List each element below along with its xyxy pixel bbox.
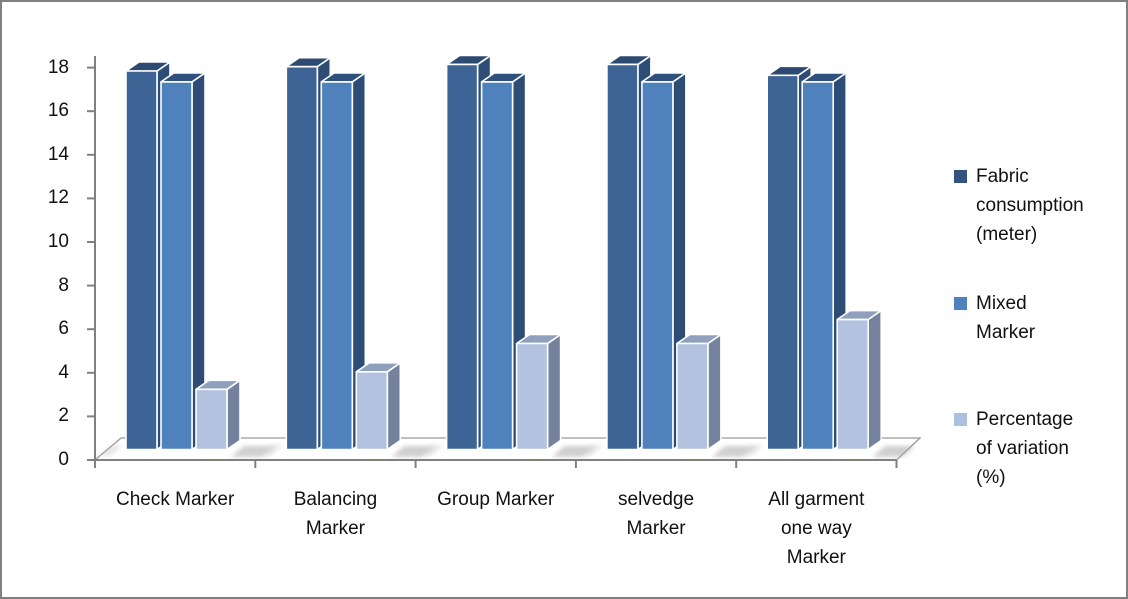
y-tick-label: 0	[58, 449, 69, 470]
x-category-label: Check Marker	[116, 489, 235, 510]
y-tick-label: 18	[47, 56, 69, 78]
bar-s2-c2[interactable]	[515, 333, 562, 451]
legend-swatch-icon	[954, 413, 967, 426]
bar-front-face[interactable]	[676, 342, 709, 451]
bar-front-face[interactable]	[480, 81, 514, 451]
bar-shadow	[872, 446, 916, 457]
y-tick-label: 12	[47, 187, 69, 209]
bar-front-face[interactable]	[195, 388, 228, 451]
legend-swatch-icon	[954, 297, 967, 310]
legend-label: Percentage of variation (%)	[976, 409, 1074, 488]
x-category-label: All garment one way Marker	[768, 489, 865, 568]
bar-shadow	[741, 445, 764, 456]
bar-s2-c0[interactable]	[195, 379, 241, 451]
bar-side-face[interactable]	[867, 309, 883, 451]
legend-item[interactable]: Fabric consumption (meter)	[954, 162, 1084, 249]
legend-label: Mixed Marker	[976, 293, 1036, 343]
bar-shadow	[260, 445, 283, 456]
bar-s2-c1[interactable]	[355, 362, 402, 451]
bar-s2-c4[interactable]	[836, 309, 883, 451]
legend-label: Fabric consumption (meter)	[976, 166, 1084, 245]
bar-s1-c0[interactable]	[160, 72, 206, 451]
legend-swatch-icon	[954, 170, 967, 183]
bar-front-face[interactable]	[125, 70, 158, 451]
bar-front-face[interactable]	[320, 81, 354, 451]
bar-front-face[interactable]	[515, 342, 549, 451]
legend: Fabric consumption (meter) Mixed Marker Pe…	[954, 2, 1126, 597]
bars	[125, 54, 883, 451]
y-tick-label: 2	[58, 405, 69, 427]
bar-s2-c3[interactable]	[676, 333, 722, 451]
bar-front-face[interactable]	[836, 318, 870, 451]
y-tick-label: 8	[58, 274, 69, 296]
bar-side-face[interactable]	[707, 333, 722, 451]
bar-front-face[interactable]	[801, 81, 835, 451]
bar-front-face[interactable]	[606, 63, 639, 451]
bar-shadow	[580, 445, 603, 456]
x-category-label: Balancing Marker	[293, 489, 378, 539]
bar-shadow	[100, 445, 122, 456]
bar-shadows	[100, 445, 916, 457]
bar-side-face[interactable]	[386, 362, 402, 451]
bar-front-face[interactable]	[641, 81, 674, 451]
bar-shadow	[420, 445, 443, 456]
x-category-label: selvedge Marker	[618, 489, 695, 539]
legend-item[interactable]: Percentage of variation (%)	[954, 405, 1073, 492]
bar-front-face[interactable]	[160, 81, 193, 451]
bar-s1-c1[interactable]	[320, 72, 367, 451]
bar-front-face[interactable]	[285, 65, 319, 451]
bar-front-face[interactable]	[445, 63, 479, 451]
bar-side-face[interactable]	[226, 379, 241, 451]
axes	[87, 56, 898, 468]
x-category-label: Group Marker	[437, 489, 555, 510]
bar-front-face[interactable]	[355, 371, 389, 451]
legend-item[interactable]: Mixed Marker	[954, 289, 1035, 347]
y-tick-label: 14	[47, 143, 69, 165]
y-tick-label: 16	[47, 100, 69, 122]
bar-front-face[interactable]	[766, 74, 800, 451]
y-tick-label: 10	[47, 231, 69, 252]
bar-side-face[interactable]	[546, 333, 562, 451]
y-tick-label: 4	[58, 361, 69, 383]
y-tick-label: 6	[58, 318, 69, 340]
